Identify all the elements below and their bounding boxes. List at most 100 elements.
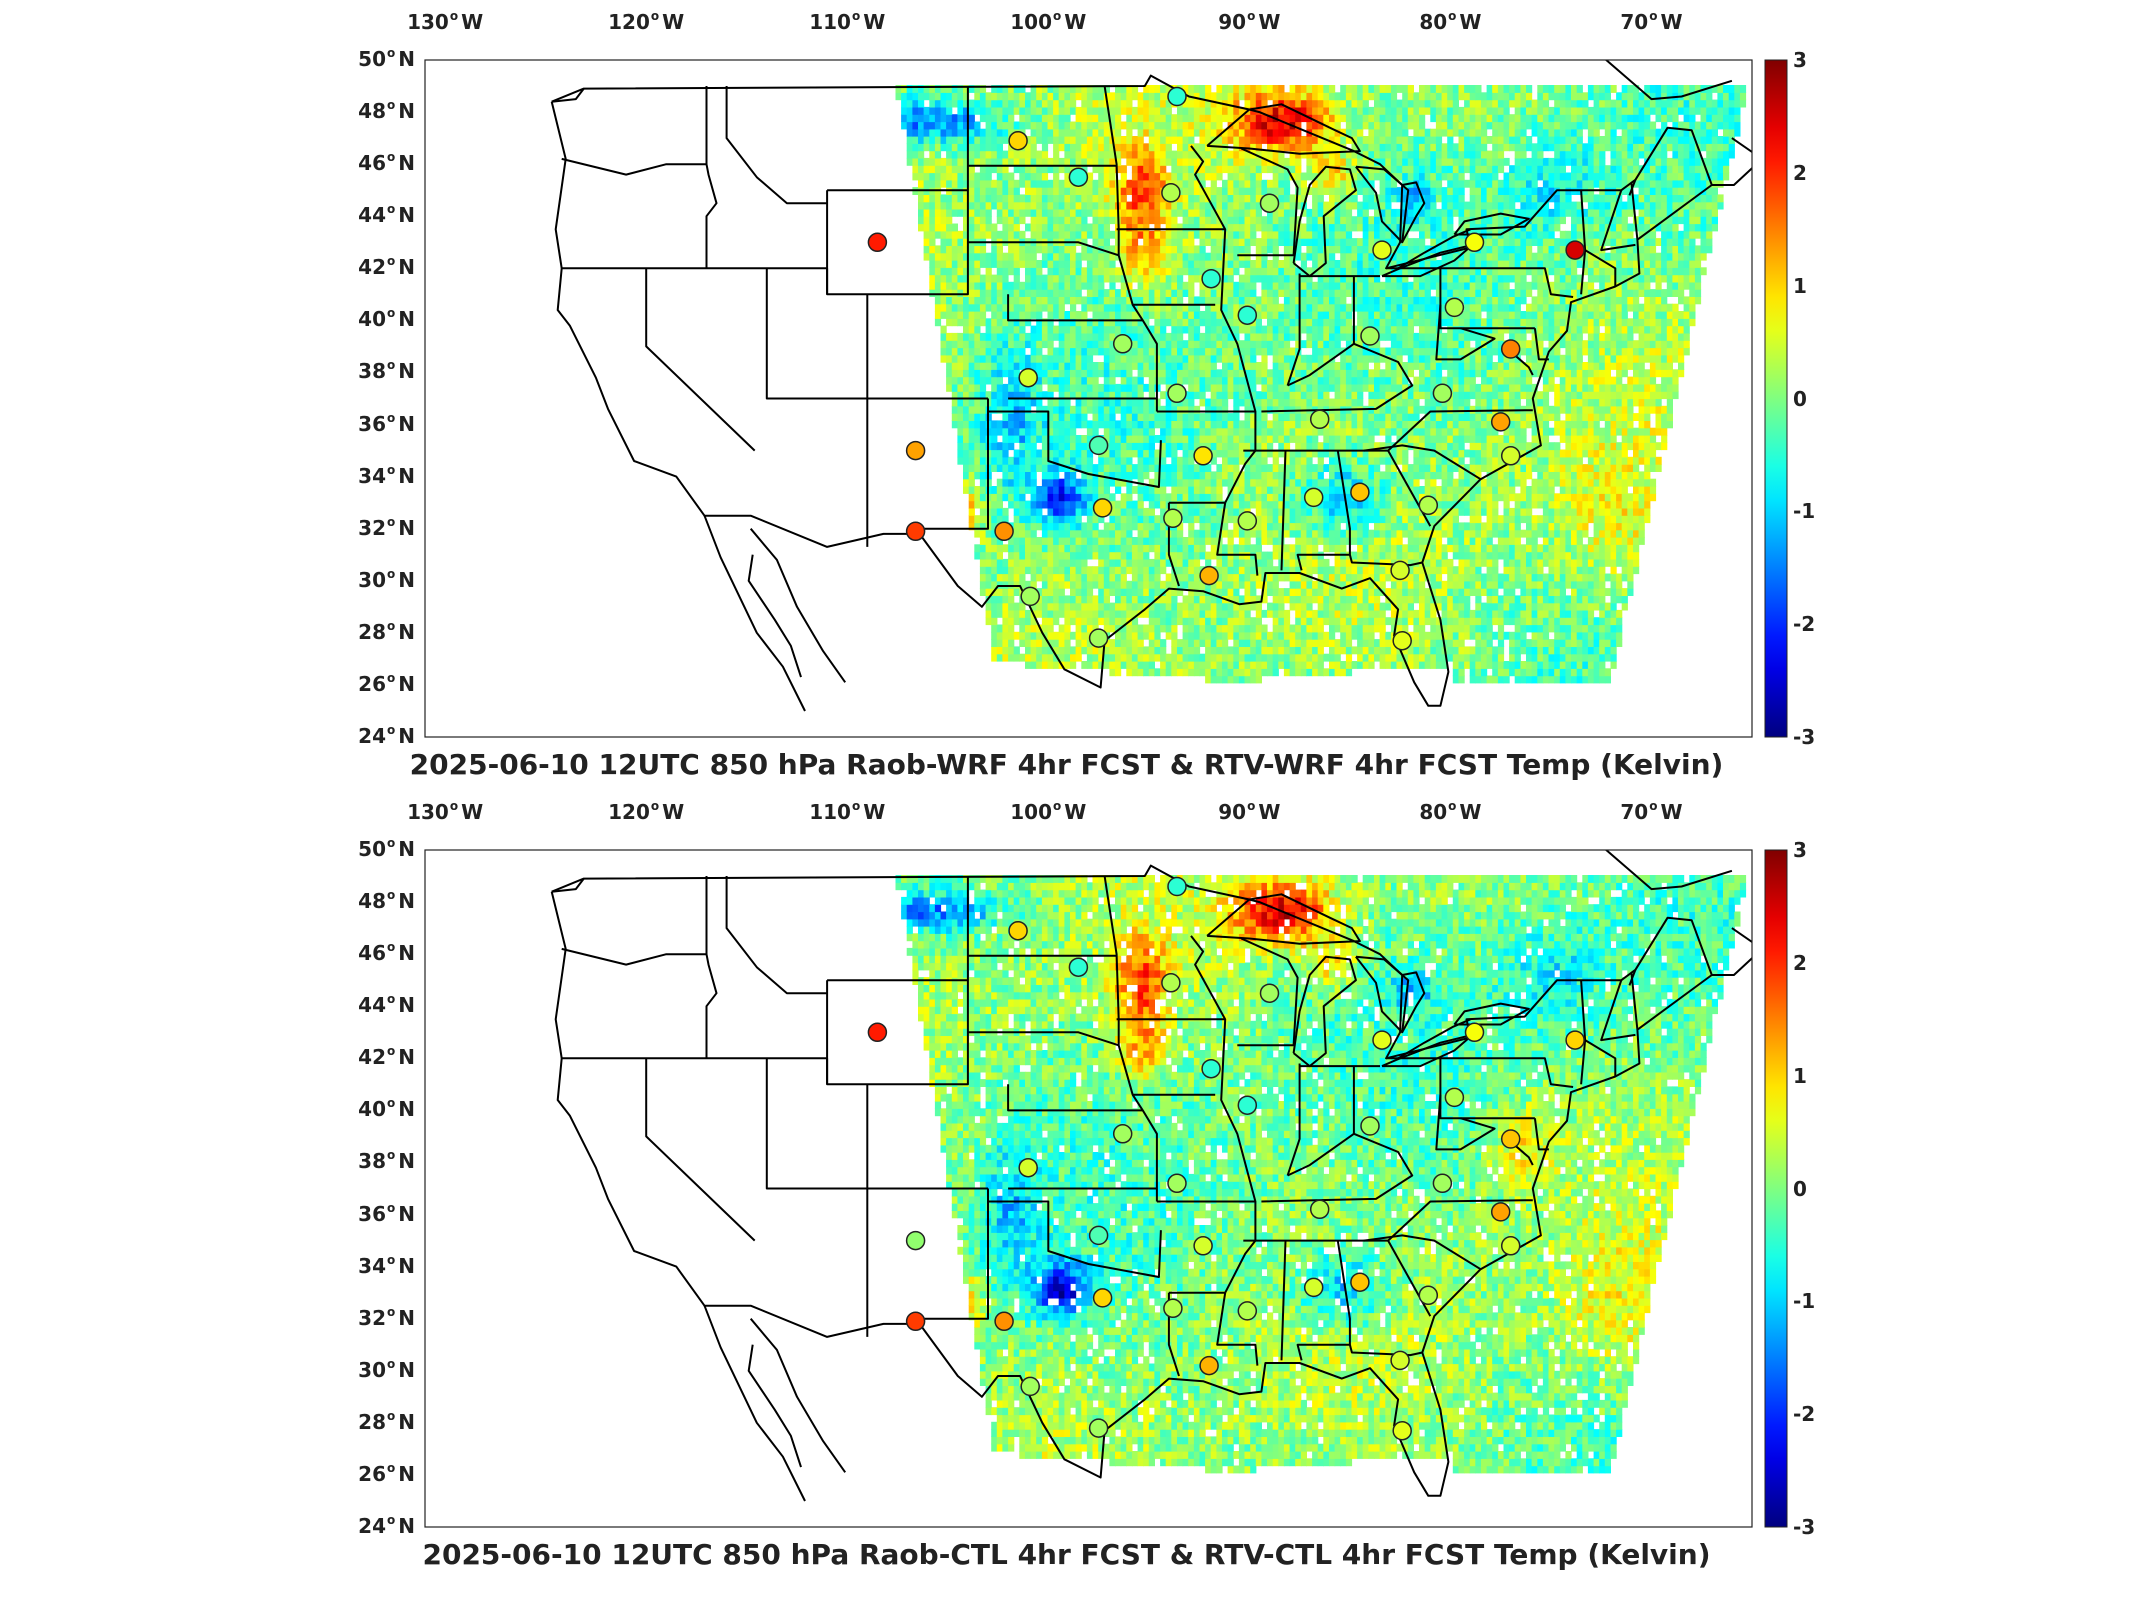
colorbar-tick-label: 0: [1793, 1177, 1807, 1201]
raob-station-marker: [1392, 630, 1412, 651]
lon-tick-label: 100o W: [1010, 799, 1086, 824]
state-border: [1439, 1058, 1535, 1120]
raob-station-marker: [1088, 1225, 1109, 1246]
map-frame: [424, 59, 1753, 738]
raob-station-marker: [1092, 1288, 1113, 1308]
raob-station-marker: [1088, 628, 1109, 648]
raob-station-marker: [1490, 1202, 1511, 1222]
state-border: [1584, 1039, 1617, 1077]
state-border: [826, 189, 969, 296]
state-border: [1510, 350, 1534, 376]
raob-station-marker: [1500, 339, 1521, 359]
state-border: [988, 1200, 1162, 1278]
lat-tick-label: 38o N: [345, 358, 415, 383]
lat-tick-label: 26o N: [345, 1461, 415, 1486]
state-border: [915, 398, 989, 530]
coastline: [1711, 927, 1752, 976]
state-border: [1435, 304, 1496, 361]
state-border: [1286, 1063, 1301, 1176]
raob-station-marker: [1237, 1095, 1258, 1115]
lat-tick-label: 24o N: [345, 723, 415, 748]
raob-station-marker: [1088, 1418, 1109, 1438]
state-border: [1533, 1118, 1549, 1151]
colorbar-tick-label: -3: [1793, 1515, 1815, 1539]
state-border: [1286, 273, 1301, 386]
raob-station-marker: [1008, 130, 1028, 151]
state-border: [1216, 1292, 1259, 1366]
raob-station-marker: [1464, 232, 1485, 253]
lat-tick-label: 34o N: [345, 463, 415, 488]
raob-station-marker: [1303, 1277, 1324, 1298]
raob-station-marker: [1392, 1420, 1412, 1441]
raob-station-marker: [1350, 482, 1370, 502]
panel-title: 2025-06-10 12UTC 850 hPa Raob-WRF 4hr FC…: [0, 748, 2133, 781]
lake-outline: [1453, 212, 1530, 236]
raob-stations: [867, 876, 1585, 1441]
lon-tick-label: 80o W: [1419, 9, 1481, 34]
lat-tick-label: 44o N: [345, 992, 415, 1017]
map-panel-raob-ctl: 2025-06-10 12UTC 850 hPa Raob-CTL 4hr FC…: [0, 790, 2133, 1590]
lat-tick-label: 42o N: [345, 254, 415, 279]
raob-station-marker: [1444, 297, 1465, 318]
state-border: [1007, 1084, 1143, 1112]
colorbar-tick-label: 3: [1793, 838, 1807, 862]
state-border: [561, 157, 707, 176]
state-border: [1190, 935, 1257, 1294]
state-border: [967, 1031, 1120, 1047]
state-border: [1628, 179, 1637, 196]
lat-tick-label: 50o N: [345, 46, 415, 71]
lon-tick-label: 70o W: [1620, 9, 1682, 34]
raob-station-marker: [1418, 495, 1439, 516]
state-border: [725, 876, 828, 995]
raob-station-marker: [1018, 1157, 1038, 1178]
state-border: [705, 876, 718, 1059]
state-border: [1363, 1234, 1482, 1271]
coastline: [1401, 181, 1426, 243]
lat-tick-label: 30o N: [345, 1357, 415, 1382]
state-border: [1435, 1094, 1496, 1151]
colorbar-tick-label: -1: [1793, 499, 1815, 523]
raob-station-marker: [1360, 1116, 1380, 1136]
colorbar-tick-label: 2: [1793, 951, 1807, 975]
lat-tick-label: 42o N: [345, 1044, 415, 1069]
lat-tick-label: 30o N: [345, 567, 415, 592]
raob-station-marker: [1092, 498, 1113, 518]
state-border: [1103, 875, 1158, 1202]
raob-station-marker: [905, 521, 926, 542]
state-border: [1216, 502, 1259, 576]
raob-station-marker: [867, 1022, 888, 1043]
lat-tick-label: 26o N: [345, 671, 415, 696]
lon-tick-label: 70o W: [1620, 799, 1682, 824]
raob-station-marker: [1418, 1285, 1439, 1306]
raob-station-marker: [1161, 183, 1181, 203]
state-border: [1533, 328, 1549, 361]
lon-tick-label: 100o W: [1010, 9, 1086, 34]
coastline: [1397, 1018, 1471, 1060]
coastline: [1604, 850, 1733, 891]
lake-outline: [1453, 1002, 1530, 1026]
lon-tick-label: 130o W: [407, 799, 483, 824]
raob-station-marker: [1018, 367, 1038, 388]
state-border: [1190, 145, 1257, 504]
coastline: [747, 554, 802, 678]
colorbar-tick-label: -3: [1793, 725, 1815, 749]
map-panel-raob-wrf: 2025-06-10 12UTC 850 hPa Raob-WRF 4hr FC…: [0, 9, 2133, 781]
raob-station-marker: [1372, 240, 1392, 260]
state-border: [1103, 85, 1158, 412]
lon-tick-label: 130o W: [407, 9, 483, 34]
coastline: [703, 515, 806, 712]
state-border: [725, 86, 828, 205]
state-border: [1237, 937, 1299, 1047]
raob-station-marker: [1432, 383, 1453, 404]
state-border: [1261, 342, 1414, 413]
raob-station-marker: [905, 1230, 926, 1251]
lake-outline: [1355, 955, 1410, 1034]
raob-station-marker: [1163, 1298, 1183, 1319]
raob-station-marker: [1490, 412, 1511, 432]
raob-station-marker: [1237, 305, 1258, 325]
raob-station-marker: [1390, 1350, 1410, 1371]
raob-station-marker: [1112, 334, 1133, 354]
colorbar-tick-label: 2: [1793, 161, 1807, 185]
lat-tick-label: 40o N: [345, 1096, 415, 1121]
raob-station-marker: [1201, 268, 1221, 289]
